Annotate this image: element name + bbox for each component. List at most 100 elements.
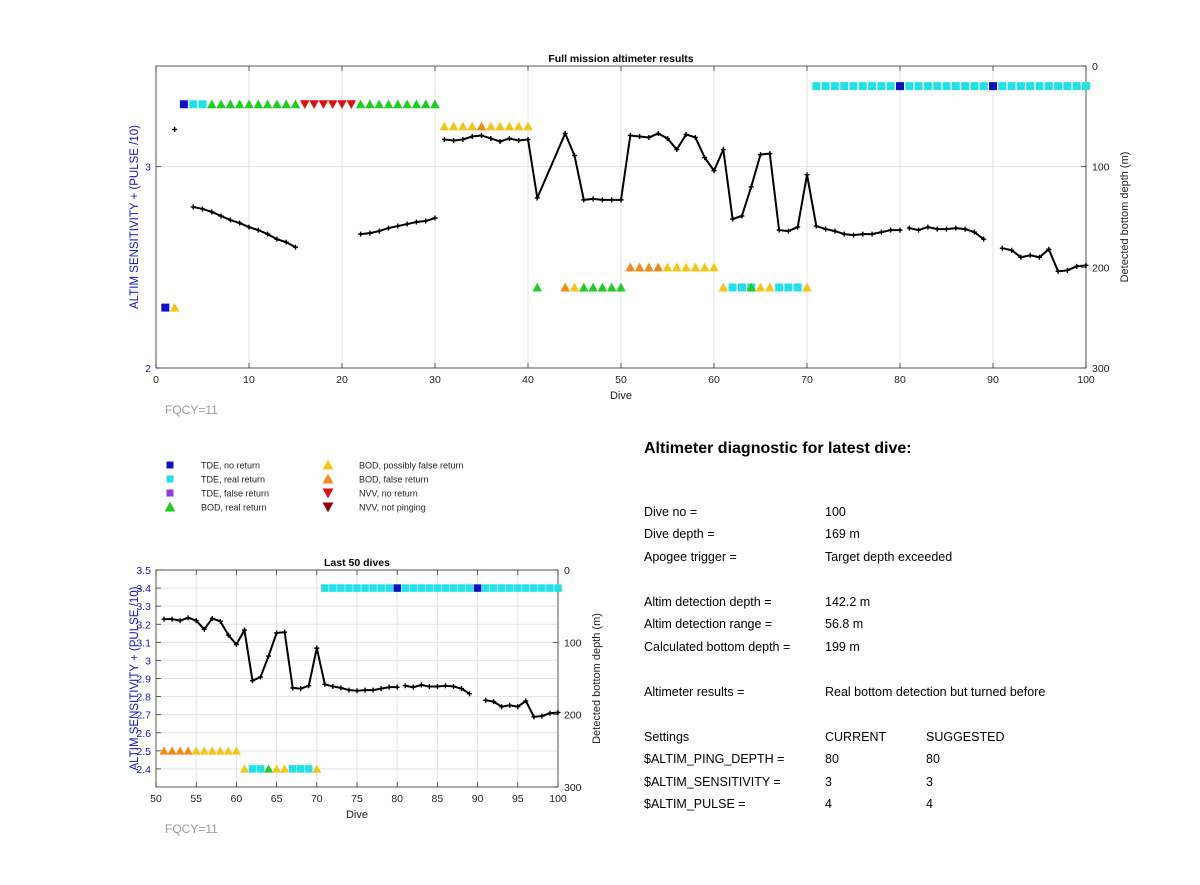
ping-depth-current: 80 <box>825 752 839 767</box>
depth-point <box>161 616 167 622</box>
tde-no-return-marker <box>896 82 904 91</box>
depth-point <box>683 131 689 137</box>
depth-point <box>386 225 391 231</box>
depth-point <box>813 223 819 229</box>
depth-point <box>450 683 456 689</box>
tde-real-return-marker <box>737 283 746 292</box>
tde-real-return-marker <box>830 82 839 91</box>
tde-real-return-marker <box>353 584 361 592</box>
y-tick-label: 3 <box>145 655 151 667</box>
tde-real-return-marker <box>369 584 377 592</box>
tde-real-return-marker <box>481 584 490 592</box>
depth-point <box>225 632 231 638</box>
y-tick-label: 3.1 <box>136 637 151 649</box>
tde-real-return-marker <box>489 584 498 592</box>
tde-real-return-marker <box>377 584 385 592</box>
depth-point <box>934 226 940 232</box>
tde-real-return-marker <box>868 82 877 91</box>
tde-real-return-marker <box>417 584 426 592</box>
dive-depth-label: Dive depth = <box>644 527 715 542</box>
x-tick-label: 55 <box>190 793 202 805</box>
bod-real-return-marker <box>420 99 431 109</box>
tde-no-return-marker <box>161 303 170 312</box>
depth-line <box>485 699 559 718</box>
depth-point <box>217 618 223 624</box>
depth-point <box>925 224 931 230</box>
bod-real-return-marker <box>290 99 301 109</box>
depth-point <box>386 684 392 690</box>
pulse-suggested: 4 <box>926 797 933 812</box>
y-tick-label: 3.5 <box>136 565 151 577</box>
x-tick-label: 40 <box>522 374 534 386</box>
depth-point <box>209 615 215 621</box>
tde-real-return-marker <box>1082 82 1090 91</box>
tde-real-return-marker <box>775 283 784 292</box>
depth-point <box>367 230 373 236</box>
bod-false-return-marker <box>183 746 193 755</box>
x-tick-label: 90 <box>987 374 999 386</box>
nvv-no-return-marker <box>300 100 310 110</box>
depth-point <box>655 130 661 136</box>
tde-real-return-marker <box>1063 82 1072 91</box>
depth-point <box>971 229 977 235</box>
tde-real-return-marker <box>886 82 895 91</box>
y-right-tick-label: 200 <box>564 710 582 722</box>
bod-false-return-marker <box>175 746 185 755</box>
bod-real-return-marker <box>402 99 412 109</box>
depth-point <box>637 133 643 139</box>
depth-point <box>981 236 987 242</box>
tde-real-return-marker <box>305 765 313 773</box>
nvv-no-return-marker <box>346 100 357 110</box>
legend-marker-bod-real-return <box>164 501 176 512</box>
legend-label: TDE, false return <box>201 489 269 499</box>
depth-point <box>665 135 670 141</box>
depth-point <box>378 686 384 692</box>
diagnostic-heading: Altimeter diagnostic for latest dive: <box>644 440 912 457</box>
bod-real-return-marker <box>355 99 366 109</box>
tde-real-return-marker <box>1072 82 1081 91</box>
tde-real-return-marker <box>288 765 297 773</box>
y-right-tick-label: 0 <box>1092 61 1098 73</box>
bod-possibly-false-marker <box>662 262 673 272</box>
depth-point <box>1055 268 1061 274</box>
bod-real-return-marker <box>393 99 403 109</box>
depth-point <box>394 684 400 690</box>
depth-point <box>246 224 252 230</box>
tde-real-return-marker <box>1007 82 1016 91</box>
bod-possibly-false-marker <box>709 262 719 272</box>
legend-marker-tde-no-return <box>166 461 174 469</box>
y-right-tick-label: 300 <box>564 782 582 794</box>
y-tick-label: 2.6 <box>136 728 151 740</box>
legend-label: TDE, no return <box>201 461 260 471</box>
tde-real-return-marker <box>189 100 198 109</box>
current-header: CURRENT <box>825 729 887 744</box>
nvv-no-return-marker <box>327 100 338 110</box>
depth-line <box>164 616 398 692</box>
dive-no-value: 100 <box>825 504 846 519</box>
depth-point <box>897 227 903 233</box>
depth-point <box>860 231 866 237</box>
legend-marker-tde-real-return <box>166 475 174 483</box>
legend-label: BOD, real return <box>201 503 267 513</box>
depth-point <box>534 195 540 201</box>
depth-point <box>483 697 489 703</box>
bod-possibly-false-marker <box>699 262 710 272</box>
depth-point <box>185 615 191 621</box>
tde-real-return-marker <box>849 82 858 91</box>
depth-point <box>200 206 205 212</box>
depth-point <box>999 245 1005 251</box>
pulse-label: $ALTIM_PULSE = <box>644 797 746 812</box>
y-tick-label: 3.3 <box>136 601 151 613</box>
bod-real-return-marker <box>383 99 394 109</box>
x-axis-label: Dive <box>610 390 632 402</box>
bod-real-return-marker <box>616 282 626 292</box>
depth-point <box>274 236 280 242</box>
depth-point <box>233 642 239 648</box>
x-tick-label: 60 <box>708 374 720 386</box>
bod-possibly-false-marker <box>495 121 505 131</box>
depth-point <box>488 135 494 141</box>
dive-no-label: Dive no = <box>644 504 698 519</box>
bod-real-return-marker <box>272 99 282 109</box>
tde-real-return-marker <box>979 82 988 91</box>
legend-label: TDE, real return <box>201 475 265 485</box>
